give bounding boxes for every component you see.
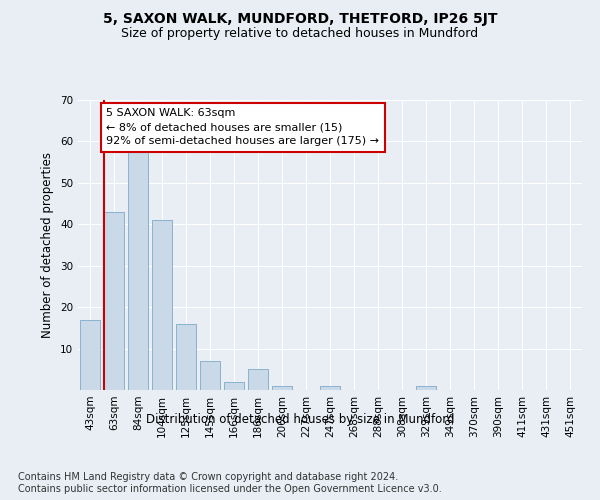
- Bar: [128, 150, 148, 390]
- Bar: [416, 386, 436, 390]
- Bar: [104, 212, 124, 390]
- Text: Distribution of detached houses by size in Mundford: Distribution of detached houses by size …: [146, 412, 454, 426]
- Text: Contains public sector information licensed under the Open Government Licence v3: Contains public sector information licen…: [18, 484, 442, 494]
- Text: 5 SAXON WALK: 63sqm
← 8% of detached houses are smaller (15)
92% of semi-detache: 5 SAXON WALK: 63sqm ← 8% of detached hou…: [106, 108, 379, 146]
- Bar: [176, 324, 196, 390]
- Bar: [200, 361, 220, 390]
- Y-axis label: Number of detached properties: Number of detached properties: [41, 152, 55, 338]
- Bar: [80, 320, 100, 390]
- Bar: [224, 382, 244, 390]
- Text: 5, SAXON WALK, MUNDFORD, THETFORD, IP26 5JT: 5, SAXON WALK, MUNDFORD, THETFORD, IP26 …: [103, 12, 497, 26]
- Bar: [248, 370, 268, 390]
- Text: Contains HM Land Registry data © Crown copyright and database right 2024.: Contains HM Land Registry data © Crown c…: [18, 472, 398, 482]
- Text: Size of property relative to detached houses in Mundford: Size of property relative to detached ho…: [121, 28, 479, 40]
- Bar: [152, 220, 172, 390]
- Bar: [272, 386, 292, 390]
- Bar: [320, 386, 340, 390]
